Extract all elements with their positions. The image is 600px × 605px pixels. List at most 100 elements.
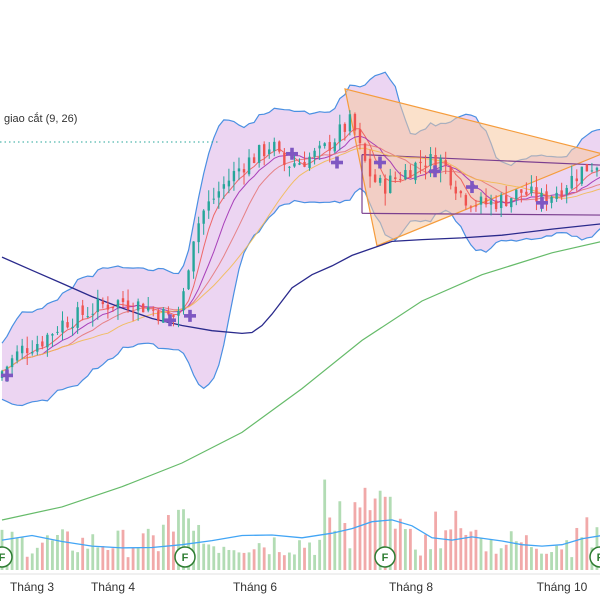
candle-body <box>505 195 508 206</box>
candle-body <box>101 301 105 305</box>
candle-body <box>419 161 422 164</box>
volume-bar <box>293 554 296 570</box>
volume-bar <box>414 549 417 570</box>
volume-bar <box>247 552 251 570</box>
volume-bar <box>272 537 276 570</box>
candle-body <box>283 152 286 165</box>
candle-body <box>338 124 342 142</box>
volume-bar <box>464 534 468 570</box>
ma-14-line <box>1 144 600 372</box>
volume-bar <box>45 535 49 570</box>
volume-bar <box>494 553 498 570</box>
volume-bar <box>570 557 574 570</box>
candle-body <box>217 191 221 198</box>
candle-body <box>444 160 447 166</box>
volume-bar <box>434 511 438 570</box>
volume-bar <box>338 501 342 570</box>
volume-bar <box>222 546 226 570</box>
volume-bar <box>40 542 44 570</box>
volume-bar <box>378 490 382 570</box>
volume-bar <box>131 548 135 570</box>
candle-body <box>202 210 205 224</box>
volume-bar <box>182 509 185 570</box>
volume-bar <box>313 554 317 570</box>
volume-bar <box>318 539 322 570</box>
candle-body <box>484 197 488 205</box>
volume-bar <box>575 527 579 570</box>
candle-body <box>389 175 392 194</box>
volume-bar <box>242 552 246 570</box>
candle-body <box>66 322 69 328</box>
candles-layer <box>0 110 599 382</box>
volume-bar <box>81 537 85 570</box>
candle-body <box>10 358 14 368</box>
candle-body <box>373 174 377 182</box>
candle-body <box>363 143 367 161</box>
candle-body <box>46 334 49 348</box>
volume-bar <box>202 543 206 570</box>
candle-body <box>111 307 115 309</box>
volume-bar <box>166 515 170 570</box>
candle-body <box>479 196 483 205</box>
candle-body <box>409 170 412 179</box>
volume-bar <box>469 531 473 570</box>
volume-bar <box>474 529 478 570</box>
candle-body <box>147 307 150 311</box>
volume-bar <box>424 534 427 570</box>
candle-body <box>303 161 306 167</box>
candle-body <box>41 341 44 347</box>
candle-body <box>91 313 94 315</box>
volume-bar <box>101 546 105 570</box>
crossover-marker <box>290 147 294 160</box>
volume-bar <box>540 553 543 570</box>
volume-bar <box>192 530 195 570</box>
x-tick-label: Tháng 3 <box>10 580 54 594</box>
volume-bar <box>91 534 95 570</box>
volume-bar <box>156 551 160 570</box>
candle-body <box>520 189 523 193</box>
volume-bar <box>56 534 59 570</box>
candle-body <box>565 187 568 195</box>
volume-bar <box>328 517 332 570</box>
candle-body <box>590 170 594 172</box>
candle-body <box>353 113 357 131</box>
candle-body <box>585 164 589 172</box>
candle-body <box>368 158 372 177</box>
x-tick-label: Tháng 6 <box>233 580 277 594</box>
volume-bar <box>585 517 589 570</box>
x-tick-label: Tháng 10 <box>537 580 588 594</box>
candle-body <box>257 145 261 163</box>
candle-body <box>157 311 160 321</box>
volume-bar <box>348 548 352 570</box>
volume-ma-line <box>1 519 600 549</box>
candle-body <box>172 314 175 318</box>
volume-bar <box>172 531 175 570</box>
candle-body <box>530 186 533 194</box>
candle-body <box>595 167 599 171</box>
volume-bar <box>106 550 110 570</box>
volume-bar <box>277 552 281 570</box>
volume-bar <box>535 548 538 570</box>
volume-bar <box>459 528 463 570</box>
indicator-legend: giao cắt (9, 26) <box>4 112 77 125</box>
candle-body <box>227 180 231 187</box>
candle-body <box>131 311 135 313</box>
candle-body <box>489 200 493 205</box>
volume-bar <box>479 537 483 570</box>
volume-layer <box>0 479 599 570</box>
volume-bar <box>161 524 165 570</box>
f-marker <box>374 546 396 568</box>
volume-ma-layer <box>1 519 600 549</box>
volume-bar <box>51 540 54 570</box>
candle-body <box>71 326 74 328</box>
candle-body <box>273 141 276 152</box>
volume-bar <box>308 542 311 570</box>
volume-bar <box>257 543 261 570</box>
candle-body <box>328 142 331 151</box>
volume-bar <box>489 539 493 570</box>
candle-body <box>5 366 9 372</box>
candle-body <box>449 166 452 186</box>
volume-bar <box>373 498 377 570</box>
candle-body <box>313 150 316 157</box>
